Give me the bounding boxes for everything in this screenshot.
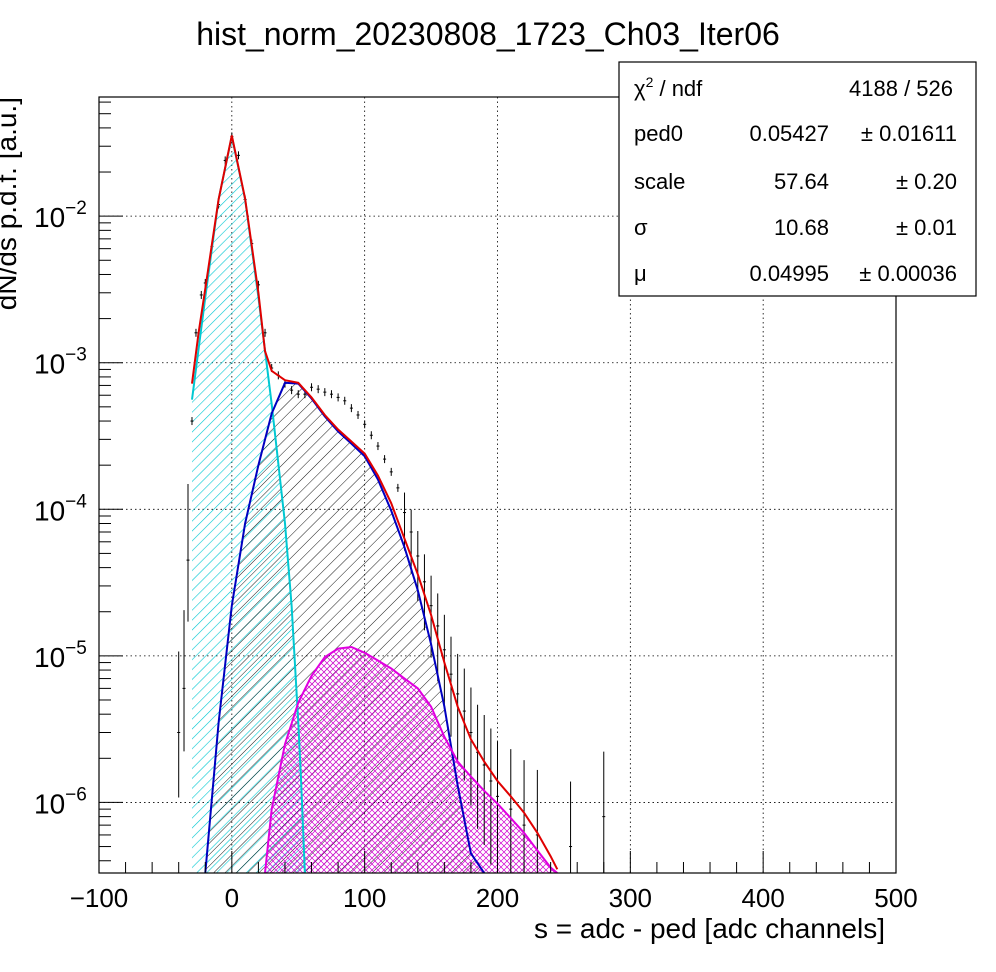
y-tick-label: 10−3: [34, 345, 87, 380]
stats-chi2-value: 4188 / 526: [849, 76, 953, 101]
stats-param-error: ± 0.20: [896, 169, 957, 194]
stats-param-error: ± 0.01611: [861, 121, 957, 146]
total-fit-curve: [191, 135, 559, 870]
stats-param-error: ± 0.00036: [859, 261, 957, 286]
stats-param-value: 0.04995: [749, 261, 829, 286]
y-tick-label: 10−5: [34, 638, 87, 673]
stats-box: χ2 / ndf 4188 / 526 ped0 0.05427 ± 0.01611…: [618, 61, 977, 297]
x-tick-label: 0: [225, 883, 239, 913]
x-tick-label: 400: [741, 883, 784, 913]
x-tick-label: 500: [874, 883, 917, 913]
stats-chi2-label: χ2 / ndf: [634, 74, 703, 101]
stats-param-name: ped0: [634, 121, 683, 146]
y-tick-label: 10−2: [34, 198, 87, 233]
stats-param-name: scale: [634, 169, 685, 194]
x-tick-label: −100: [70, 883, 129, 913]
stats-param-value: 0.05427: [749, 121, 829, 146]
stats-param-name: σ: [634, 215, 648, 240]
one-pe-fill-curve: [204, 381, 486, 873]
y-tick-label: 10−4: [34, 491, 87, 526]
stats-param-name: μ: [634, 261, 647, 286]
x-tick-label: 300: [609, 883, 652, 913]
stats-param-value: 10.68: [774, 215, 829, 240]
component-fills: [192, 136, 558, 873]
x-tick-label: 100: [343, 883, 386, 913]
stats-param-error: ± 0.01: [896, 215, 957, 240]
chart-title: hist_norm_20230808_1723_Ch03_Iter06: [196, 16, 780, 52]
axes: −100 0 100 200 300 400 500 10−6 10−5 10−4 10−3 10−2: [34, 101, 918, 913]
x-axis-label: s = adc - ped [adc channels]: [534, 913, 885, 944]
x-tick-label: 200: [476, 883, 519, 913]
y-axis-label: dN/ds p.d.f. [a.u.]: [0, 97, 22, 310]
stats-param-value: 57.64: [774, 169, 829, 194]
y-tick-label: 10−6: [34, 784, 87, 819]
fit-curves: [191, 135, 559, 873]
two-pe-fill-curve: [264, 645, 558, 873]
